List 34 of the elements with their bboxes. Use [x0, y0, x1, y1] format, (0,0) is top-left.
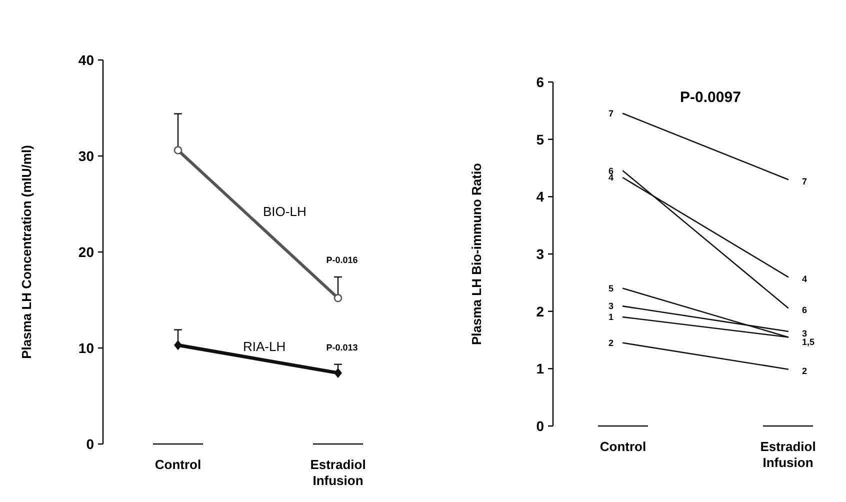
x-tick-label: Estradiol Infusion	[310, 457, 366, 488]
annotation: 1,5	[802, 337, 815, 347]
y-tick-label: 20	[78, 244, 94, 260]
series-label: 1	[608, 312, 614, 322]
annotation: P-0.013	[326, 342, 358, 352]
series-label: RIA-LH	[243, 339, 286, 354]
series-label: 2	[608, 338, 614, 348]
y-tick-label: 2	[536, 303, 544, 320]
x-tick-label: Estradiol Infusion	[760, 439, 816, 470]
y-tick-label: 0	[536, 418, 544, 434]
y-tick-label: 1	[536, 360, 544, 377]
y-tick-label: 30	[78, 148, 94, 164]
series-label: 3	[608, 301, 614, 312]
annotation: 6	[802, 304, 808, 315]
y-tick-label: 40	[78, 52, 94, 68]
x-tick-label: Control	[154, 457, 202, 472]
y-axis-title: Plasma LH Concentration (mIU/ml)	[19, 145, 34, 359]
annotation: 3	[802, 328, 808, 338]
annotation: P-0.0097	[680, 89, 741, 106]
annotation: 2	[802, 366, 808, 376]
annotation: P-0.016	[326, 254, 358, 265]
annotation: 4	[802, 274, 808, 284]
annotation: 7	[802, 176, 808, 186]
y-tick-label: 0	[86, 436, 94, 452]
y-tick-label: 3	[536, 246, 544, 262]
x-tick-label: Control	[600, 439, 646, 454]
series-label: BIO-LH	[263, 204, 306, 220]
y-tick-label: 10	[78, 340, 94, 356]
y-axis-title: Plasma LH Bio-immuno Ratio	[469, 162, 484, 346]
y-tick-label: 5	[536, 131, 544, 148]
series-label: 7	[608, 108, 614, 119]
y-tick-label: 6	[536, 74, 544, 90]
series-label: 5	[608, 283, 614, 294]
y-tick-label: 4	[536, 188, 544, 205]
